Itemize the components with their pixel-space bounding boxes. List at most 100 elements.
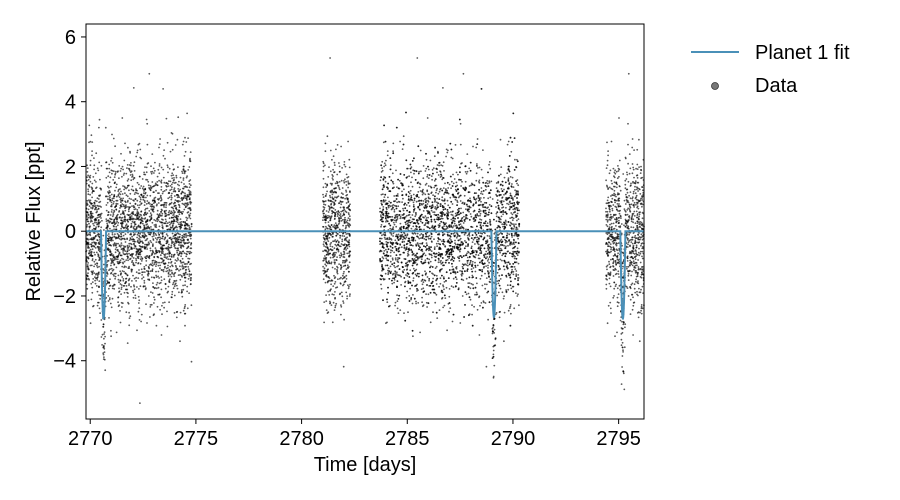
data-point xyxy=(178,236,181,238)
data-point xyxy=(345,278,348,280)
data-point xyxy=(96,239,99,242)
data-point xyxy=(119,235,122,238)
data-point xyxy=(114,236,116,239)
data-point xyxy=(343,248,346,251)
data-point xyxy=(340,243,343,245)
data-point xyxy=(136,255,139,258)
data-point xyxy=(179,260,182,263)
data-point xyxy=(322,215,325,217)
data-point xyxy=(165,257,168,260)
data-point xyxy=(139,239,141,241)
data-point xyxy=(389,201,392,204)
data-point xyxy=(333,274,335,277)
data-point xyxy=(182,177,185,180)
data-point xyxy=(409,189,412,192)
data-point xyxy=(110,205,113,208)
data-point xyxy=(408,295,411,297)
data-point xyxy=(414,239,417,242)
data-point xyxy=(438,285,440,288)
data-point xyxy=(105,218,108,221)
data-point xyxy=(178,252,181,255)
data-point xyxy=(425,242,428,245)
data-point xyxy=(170,221,173,224)
data-point xyxy=(140,320,143,323)
data-point xyxy=(329,245,332,248)
data-point xyxy=(495,212,498,215)
data-point xyxy=(107,213,110,216)
data-point xyxy=(126,274,129,277)
data-point xyxy=(324,200,327,202)
data-point xyxy=(346,264,349,267)
data-point xyxy=(342,365,345,368)
data-point xyxy=(435,265,438,268)
data-point xyxy=(118,238,121,240)
data-point xyxy=(162,88,165,90)
data-point xyxy=(97,235,100,238)
data-point xyxy=(123,266,125,269)
data-point xyxy=(339,264,342,266)
data-point xyxy=(339,214,341,217)
data-point xyxy=(496,271,499,274)
data-point xyxy=(90,202,92,205)
data-point xyxy=(114,272,117,275)
data-point xyxy=(495,206,497,208)
data-point xyxy=(108,269,110,272)
data-point xyxy=(111,209,113,211)
data-point xyxy=(132,217,135,220)
data-point xyxy=(142,198,145,201)
data-point xyxy=(336,180,338,183)
data-point xyxy=(331,177,334,180)
data-point xyxy=(103,333,105,335)
data-point xyxy=(467,286,470,288)
data-point xyxy=(90,213,93,216)
data-point xyxy=(174,282,177,285)
data-point xyxy=(110,244,112,247)
data-point xyxy=(516,247,519,250)
data-point xyxy=(329,170,332,173)
data-point xyxy=(175,284,178,287)
data-point xyxy=(333,259,336,261)
data-point xyxy=(163,306,166,309)
data-point xyxy=(98,161,101,164)
data-point xyxy=(97,301,99,304)
data-point xyxy=(92,204,95,207)
data-point xyxy=(175,206,178,209)
data-point xyxy=(389,227,392,230)
data-point xyxy=(329,300,331,303)
data-point xyxy=(146,194,149,197)
data-point xyxy=(137,253,140,256)
data-point xyxy=(340,291,343,294)
data-point xyxy=(91,281,94,283)
data-point xyxy=(334,291,336,293)
data-point xyxy=(343,206,345,209)
data-point xyxy=(508,233,511,236)
data-point xyxy=(334,304,337,307)
data-point xyxy=(342,256,345,258)
data-point xyxy=(335,234,338,237)
data-point xyxy=(138,206,140,209)
data-point xyxy=(92,236,95,239)
data-point xyxy=(189,151,192,154)
data-point xyxy=(343,208,346,211)
data-point xyxy=(185,219,188,222)
data-point xyxy=(159,308,162,311)
data-point xyxy=(385,159,387,162)
data-point xyxy=(488,180,491,183)
data-point xyxy=(125,311,128,314)
data-point xyxy=(334,209,337,211)
data-point xyxy=(118,216,121,219)
data-point xyxy=(113,195,115,198)
data-point xyxy=(481,268,484,271)
data-point xyxy=(332,168,334,171)
data-point xyxy=(139,252,142,254)
data-point xyxy=(161,224,164,227)
data-point xyxy=(152,243,154,246)
data-point xyxy=(132,257,135,259)
data-point xyxy=(456,201,459,204)
data-point xyxy=(336,272,339,275)
data-point xyxy=(110,264,112,267)
data-point xyxy=(336,256,338,258)
data-point xyxy=(97,245,99,248)
data-point xyxy=(347,222,350,225)
data-point xyxy=(141,274,144,276)
